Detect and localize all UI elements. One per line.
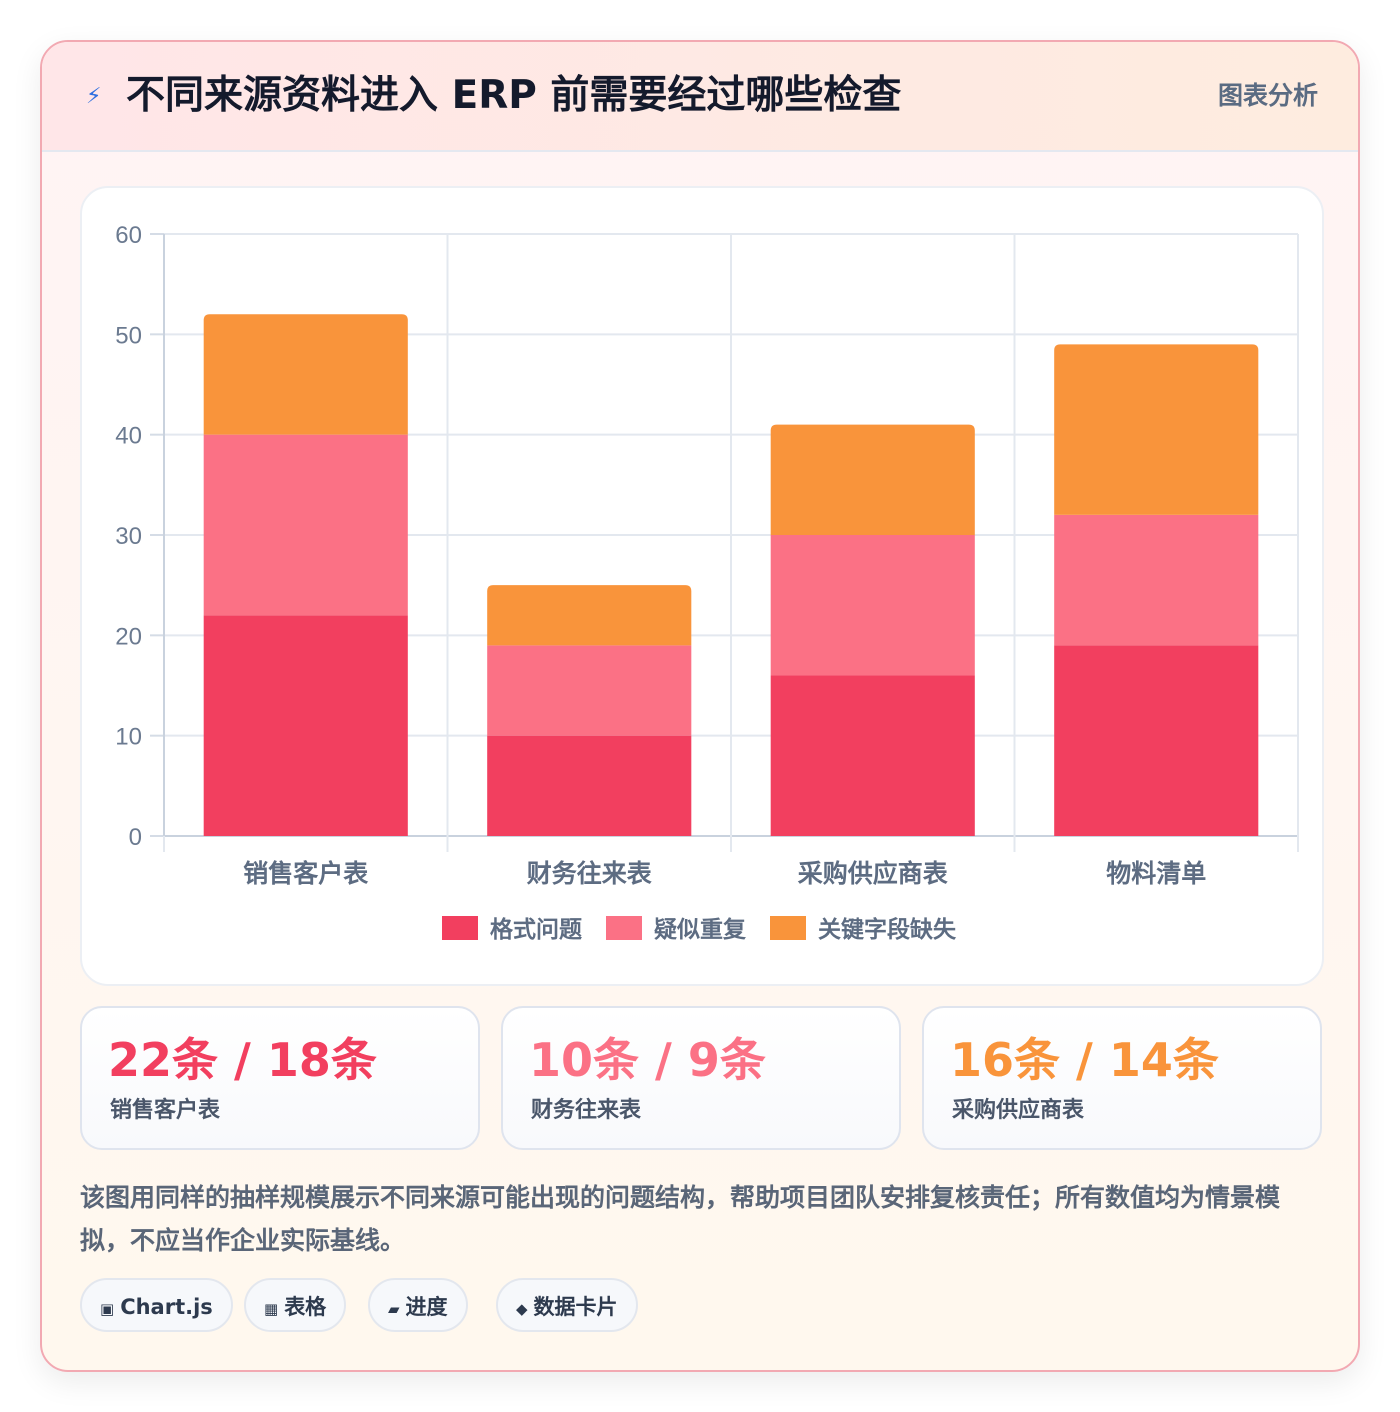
bar-segment — [203, 615, 408, 836]
legend-swatch — [770, 916, 806, 940]
x-tick-label: 销售客户表 — [243, 859, 369, 888]
chart-panel: 0 10 20 30 40 50 60 销售客户表 财务往来表 采购供应商表 物料清单格式问题 疑似重… — [80, 186, 1324, 986]
page-title: 不同来源资料进入 ERP 前需要经过哪些检查 — [126, 73, 902, 118]
bar-segment — [487, 645, 692, 736]
y-tick-label: 20 — [115, 623, 142, 650]
card-header: ⚡ 不同来源资料进入 ERP 前需要经过哪些检查 图表分析 — [42, 42, 1358, 152]
legend-swatch — [606, 916, 642, 940]
chip-table[interactable]: ▦ 表格 — [244, 1278, 347, 1332]
bar-segment — [770, 535, 975, 676]
stat-card: 22条 / 18条 销售客户表 — [80, 1006, 480, 1150]
bar-segment — [203, 434, 408, 616]
y-tick-label: 30 — [115, 523, 142, 550]
bar-segment — [1054, 645, 1259, 836]
bar-icon: ▰ — [388, 1300, 400, 1318]
grid-icon: ▦ — [264, 1300, 279, 1318]
stat-label: 销售客户表 — [110, 1098, 221, 1123]
lightning-icon: ⚡ — [86, 84, 102, 109]
stat-card: 10条 / 9条 财务往来表 — [501, 1006, 901, 1150]
y-tick-label: 10 — [115, 724, 142, 751]
y-tick-label: 0 — [129, 824, 142, 851]
stat-label: 采购供应商表 — [952, 1098, 1085, 1123]
stat-card: 16条 / 14条 采购供应商表 — [922, 1006, 1322, 1150]
bar-segment — [1054, 344, 1259, 515]
chip-label: 进度 — [405, 1295, 448, 1319]
diamond-icon: ◆ — [516, 1300, 528, 1318]
chart-analysis-tag: 图表分析 — [1217, 81, 1318, 110]
stat-value: 16条 / 14条 — [950, 1033, 1219, 1087]
bar-segment — [770, 675, 975, 836]
x-tick-label: 财务往来表 — [527, 859, 653, 888]
square-icon: ▣ — [100, 1300, 115, 1318]
legend-label: 关键字段缺失 — [818, 916, 957, 943]
bar-segment — [487, 735, 692, 836]
stat-value: 10条 / 9条 — [529, 1033, 766, 1087]
bar-segment — [1054, 514, 1259, 646]
y-tick-label: 60 — [115, 222, 142, 249]
bar-segment — [203, 314, 408, 435]
legend-swatch — [442, 916, 478, 940]
x-tick-label: 采购供应商表 — [798, 859, 949, 888]
chip-chartjs[interactable]: ▣ Chart.js — [80, 1278, 233, 1332]
chip-data-card[interactable]: ◆ 数据卡片 — [496, 1278, 638, 1332]
y-tick-label: 40 — [115, 423, 142, 450]
chip-label: 表格 — [284, 1295, 327, 1319]
chip-progress[interactable]: ▰ 进度 — [368, 1278, 468, 1332]
chip-label: 数据卡片 — [533, 1295, 618, 1319]
chip-label: Chart.js — [120, 1295, 213, 1319]
stat-value: 22条 / 18条 — [108, 1033, 377, 1087]
legend-label: 格式问题 — [490, 916, 582, 943]
chart-description: 该图用同样的抽样规模展示不同来源可能出现的问题结构，帮助项目团队安排复核责任；所… — [80, 1183, 1281, 1255]
chart-card: ⚡ 不同来源资料进入 ERP 前需要经过哪些检查 图表分析 0 10 20 30 40 5… — [40, 40, 1360, 1372]
stat-label: 财务往来表 — [531, 1098, 642, 1123]
legend-label: 疑似重复 — [654, 916, 747, 943]
x-tick-label: 物料清单 — [1106, 859, 1206, 888]
bar-segment — [487, 585, 692, 646]
y-tick-label: 50 — [115, 322, 142, 349]
bar-segment — [770, 424, 975, 535]
